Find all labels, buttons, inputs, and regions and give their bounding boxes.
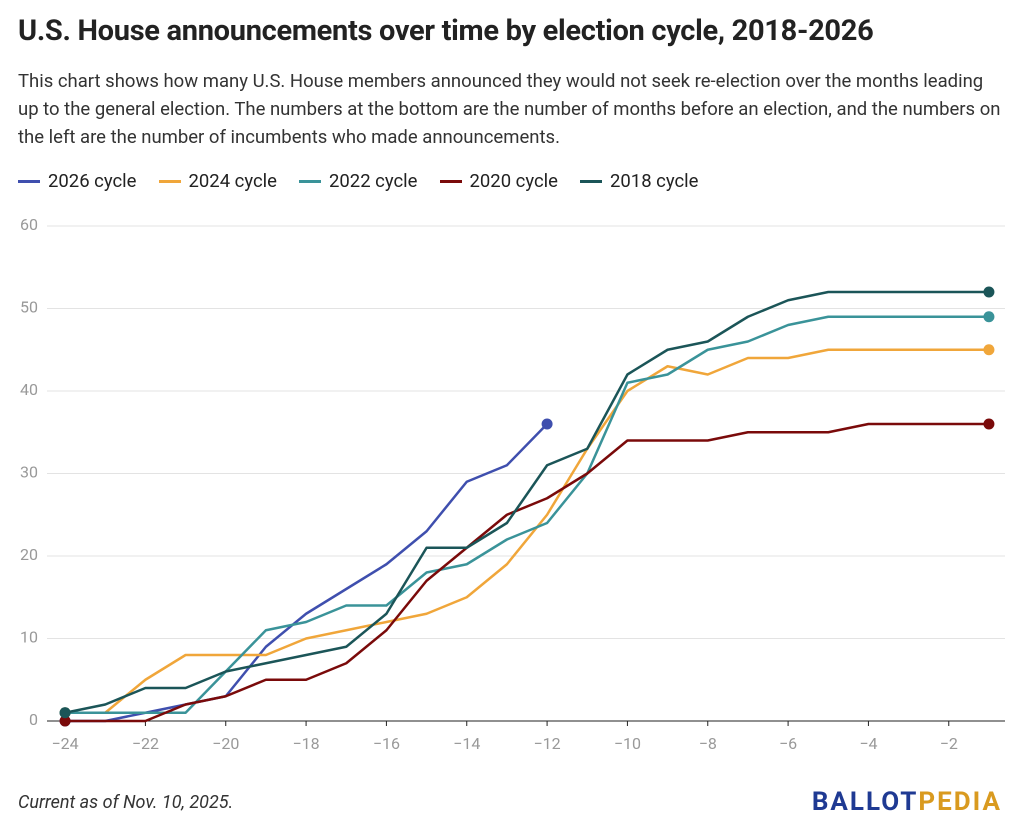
end-marker [541, 418, 553, 430]
logo-part: BALLOT [811, 787, 919, 817]
end-marker [983, 344, 995, 356]
x-tick-label: −2 [940, 734, 958, 753]
legend-item: 2018 cycle [580, 170, 699, 192]
legend-item: 2024 cycle [158, 170, 278, 192]
legend-label: 2024 cycle [188, 170, 278, 192]
y-tick-label: 20 [20, 545, 38, 564]
legend-item: 2022 cycle [299, 170, 418, 192]
x-tick-label: −10 [614, 734, 641, 753]
legend-label: 2020 cycle [469, 170, 559, 192]
y-tick-label: 60 [20, 215, 38, 234]
end-marker [983, 311, 995, 323]
legend-swatch [439, 179, 462, 183]
series-line [65, 315, 989, 714]
legend-label: 2026 cycle [48, 170, 137, 192]
x-tick-label: −4 [859, 734, 877, 753]
x-tick-label: −12 [534, 734, 561, 753]
legend: 2026 cycle 2024 cycle 2022 cycle 2020 cycle… [18, 170, 699, 192]
legend-swatch [580, 179, 602, 183]
x-tick-label: −18 [293, 734, 320, 753]
series-line [65, 348, 989, 714]
note: Current as of Nov. 10, 2025. [18, 792, 234, 813]
end-marker [983, 286, 995, 298]
series-line [65, 422, 989, 723]
y-tick-label: 50 [20, 298, 38, 317]
x-tick-label: −8 [699, 734, 717, 753]
y-tick-label: 40 [20, 380, 38, 399]
legend-item: 2026 cycle [18, 170, 137, 192]
y-tick-label: 0 [29, 710, 38, 729]
logo-part: PEDIA [918, 787, 1002, 817]
x-tick-label: −6 [779, 734, 797, 753]
series-line [65, 423, 548, 723]
y-tick-label: 10 [20, 628, 38, 647]
legend-swatch [158, 179, 181, 183]
x-tick-label: −20 [212, 734, 239, 753]
x-tick-label: −16 [373, 734, 400, 753]
logo: BALLOTPEDIA [812, 787, 1002, 817]
legend-swatch [18, 179, 40, 183]
legend-label: 2018 cycle [610, 170, 699, 192]
legend-item: 2020 cycle [439, 170, 559, 192]
x-tick-label: −24 [52, 734, 79, 753]
end-marker [983, 418, 995, 430]
y-tick-label: 30 [20, 463, 38, 482]
end-marker [59, 715, 71, 727]
x-tick-label: −22 [132, 734, 159, 753]
chart-subtitle: This chart shows how many U.S. House mem… [18, 70, 1001, 148]
x-tick-label: −14 [453, 734, 480, 753]
end-marker [59, 707, 71, 719]
legend-swatch [299, 179, 321, 183]
chart-title: U.S. House announcements over time by el… [18, 14, 874, 48]
series-line [64, 290, 989, 714]
legend-label: 2022 cycle [329, 170, 418, 192]
